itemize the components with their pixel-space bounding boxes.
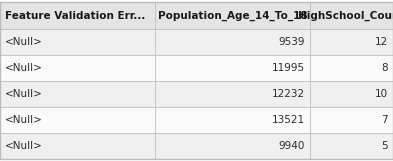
Text: 10: 10	[375, 89, 388, 99]
Bar	[310, 2, 393, 29]
Bar	[310, 81, 393, 107]
Bar	[0, 107, 155, 133]
Bar	[155, 81, 310, 107]
Text: 12: 12	[375, 37, 388, 47]
Bar	[0, 2, 155, 29]
Bar	[155, 29, 310, 55]
Bar	[310, 55, 393, 81]
Text: <Null>: <Null>	[5, 141, 43, 151]
Bar	[310, 29, 393, 55]
Text: <Null>: <Null>	[5, 37, 43, 47]
Text: 5: 5	[381, 141, 388, 151]
Bar	[310, 133, 393, 159]
Text: 13521: 13521	[272, 115, 305, 125]
Bar	[0, 55, 155, 81]
Text: 9539: 9539	[279, 37, 305, 47]
Text: HighSchool_Count: HighSchool_Count	[298, 10, 393, 21]
Text: <Null>: <Null>	[5, 89, 43, 99]
Bar	[155, 55, 310, 81]
Bar	[155, 133, 310, 159]
Text: 12232: 12232	[272, 89, 305, 99]
Text: 9940: 9940	[279, 141, 305, 151]
Text: 7: 7	[381, 115, 388, 125]
Bar	[310, 107, 393, 133]
Bar	[0, 133, 155, 159]
Bar	[0, 29, 155, 55]
Bar	[155, 107, 310, 133]
Text: 8: 8	[381, 63, 388, 73]
Text: Feature Validation Err...: Feature Validation Err...	[5, 10, 145, 20]
Text: <Null>: <Null>	[5, 63, 43, 73]
Bar	[0, 81, 155, 107]
Text: Population_Age_14_To_18: Population_Age_14_To_18	[158, 10, 307, 21]
Text: 11995: 11995	[272, 63, 305, 73]
Text: <Null>: <Null>	[5, 115, 43, 125]
Bar	[155, 2, 310, 29]
